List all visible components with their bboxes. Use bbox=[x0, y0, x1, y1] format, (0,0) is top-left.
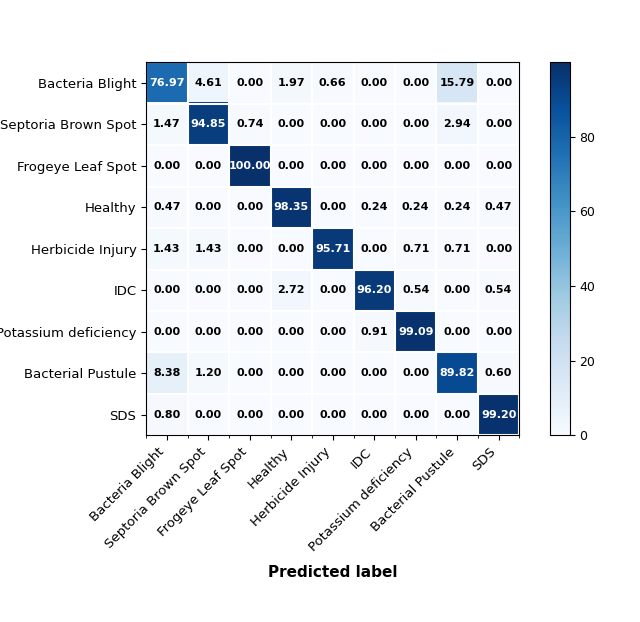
Text: 99.09: 99.09 bbox=[398, 327, 433, 337]
Text: 8.38: 8.38 bbox=[153, 368, 180, 378]
Text: 0.24: 0.24 bbox=[402, 202, 429, 212]
Text: 0.00: 0.00 bbox=[195, 161, 222, 171]
Text: 95.71: 95.71 bbox=[315, 244, 351, 254]
Text: 0.00: 0.00 bbox=[485, 244, 512, 254]
Text: 0.00: 0.00 bbox=[361, 244, 388, 254]
Text: 2.72: 2.72 bbox=[278, 285, 305, 295]
Text: 0.00: 0.00 bbox=[195, 327, 222, 337]
Text: 0.00: 0.00 bbox=[236, 244, 264, 254]
Text: 1.43: 1.43 bbox=[153, 244, 180, 254]
Text: 0.00: 0.00 bbox=[278, 161, 305, 171]
Text: 0.00: 0.00 bbox=[319, 327, 346, 337]
Text: 0.00: 0.00 bbox=[236, 78, 264, 88]
Text: 0.71: 0.71 bbox=[402, 244, 429, 254]
Text: 0.66: 0.66 bbox=[319, 78, 347, 88]
Text: 0.47: 0.47 bbox=[485, 202, 513, 212]
Text: 0.00: 0.00 bbox=[361, 119, 388, 129]
Text: 0.24: 0.24 bbox=[360, 202, 388, 212]
Text: 0.00: 0.00 bbox=[485, 161, 512, 171]
Text: 0.00: 0.00 bbox=[278, 368, 305, 378]
Text: 0.00: 0.00 bbox=[319, 119, 346, 129]
Text: 0.54: 0.54 bbox=[485, 285, 513, 295]
Text: 0.00: 0.00 bbox=[154, 327, 180, 337]
Text: 0.00: 0.00 bbox=[195, 202, 222, 212]
Text: 0.00: 0.00 bbox=[319, 202, 346, 212]
Text: 0.00: 0.00 bbox=[485, 327, 512, 337]
Text: 89.82: 89.82 bbox=[440, 368, 475, 378]
Text: 0.24: 0.24 bbox=[444, 202, 471, 212]
Text: 0.00: 0.00 bbox=[278, 119, 305, 129]
Text: 98.35: 98.35 bbox=[274, 202, 309, 212]
Text: 0.00: 0.00 bbox=[195, 410, 222, 420]
Text: 0.00: 0.00 bbox=[485, 78, 512, 88]
Text: 0.00: 0.00 bbox=[319, 410, 346, 420]
Text: 0.91: 0.91 bbox=[360, 327, 388, 337]
Text: 0.60: 0.60 bbox=[485, 368, 513, 378]
Text: 0.00: 0.00 bbox=[236, 368, 264, 378]
Text: 0.00: 0.00 bbox=[361, 368, 388, 378]
Text: 0.00: 0.00 bbox=[444, 161, 471, 171]
Text: 0.74: 0.74 bbox=[236, 119, 264, 129]
Text: 94.85: 94.85 bbox=[191, 119, 226, 129]
Text: 0.00: 0.00 bbox=[402, 119, 429, 129]
Text: 4.61: 4.61 bbox=[195, 78, 222, 88]
Text: 0.00: 0.00 bbox=[154, 285, 180, 295]
Text: 0.00: 0.00 bbox=[236, 202, 264, 212]
Text: 0.00: 0.00 bbox=[319, 161, 346, 171]
Text: 0.00: 0.00 bbox=[195, 285, 222, 295]
Text: 0.00: 0.00 bbox=[361, 161, 388, 171]
Text: 0.00: 0.00 bbox=[402, 368, 429, 378]
Text: 0.47: 0.47 bbox=[153, 202, 180, 212]
Text: 1.43: 1.43 bbox=[195, 244, 222, 254]
Text: 0.00: 0.00 bbox=[361, 410, 388, 420]
Text: 0.00: 0.00 bbox=[444, 410, 471, 420]
Text: 0.00: 0.00 bbox=[278, 410, 305, 420]
Text: 0.00: 0.00 bbox=[236, 285, 264, 295]
Text: 0.00: 0.00 bbox=[402, 78, 429, 88]
Text: 0.00: 0.00 bbox=[236, 327, 264, 337]
Text: 0.00: 0.00 bbox=[485, 119, 512, 129]
Text: 96.20: 96.20 bbox=[356, 285, 392, 295]
Text: 1.47: 1.47 bbox=[153, 119, 180, 129]
Text: 15.79: 15.79 bbox=[440, 78, 475, 88]
Text: 0.00: 0.00 bbox=[278, 244, 305, 254]
Text: 0.00: 0.00 bbox=[402, 410, 429, 420]
Text: 1.20: 1.20 bbox=[195, 368, 222, 378]
Text: 100.00: 100.00 bbox=[228, 161, 271, 171]
Text: 0.00: 0.00 bbox=[154, 161, 180, 171]
Text: 0.00: 0.00 bbox=[319, 285, 346, 295]
Text: 0.00: 0.00 bbox=[361, 78, 388, 88]
Text: 1.97: 1.97 bbox=[278, 78, 305, 88]
Text: 0.00: 0.00 bbox=[278, 327, 305, 337]
Text: 0.80: 0.80 bbox=[154, 410, 180, 420]
Text: 99.20: 99.20 bbox=[481, 410, 516, 420]
X-axis label: Predicted label: Predicted label bbox=[268, 565, 397, 580]
Text: 0.00: 0.00 bbox=[444, 285, 471, 295]
Text: 0.54: 0.54 bbox=[402, 285, 429, 295]
Text: 0.71: 0.71 bbox=[444, 244, 471, 254]
Text: 76.97: 76.97 bbox=[149, 78, 185, 88]
Text: 0.00: 0.00 bbox=[319, 368, 346, 378]
Text: 2.94: 2.94 bbox=[444, 119, 471, 129]
Text: 0.00: 0.00 bbox=[402, 161, 429, 171]
Text: 0.00: 0.00 bbox=[236, 410, 264, 420]
Text: 0.00: 0.00 bbox=[444, 327, 471, 337]
